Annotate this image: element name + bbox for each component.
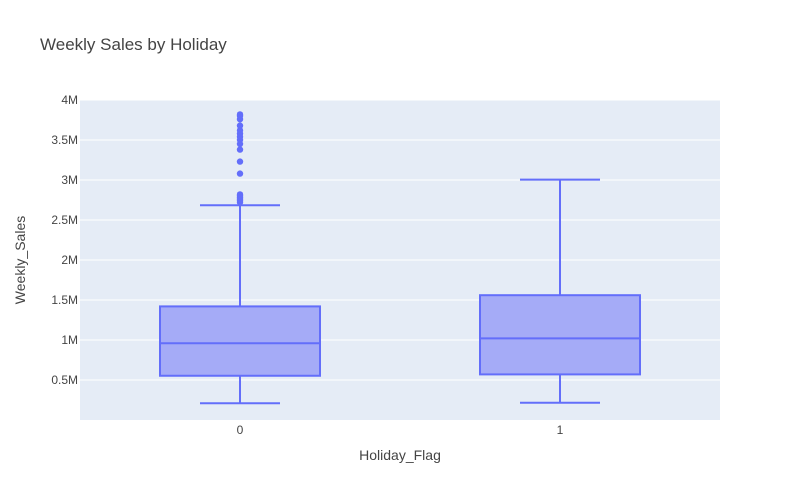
outlier-point — [236, 111, 244, 118]
y-tick-label: 1M — [61, 333, 78, 347]
box-0 — [159, 111, 321, 405]
y-axis-title: Weekly_Sales — [12, 216, 28, 304]
outlier-point — [236, 191, 244, 198]
x-tick-label: 1 — [557, 423, 564, 437]
outlier-point — [236, 127, 244, 134]
x-tick-label: 0 — [237, 423, 244, 437]
x-axis-title: Holiday_Flag — [359, 447, 441, 463]
outlier-point — [236, 170, 244, 177]
y-axis-ticks: 0.5M 1M 1.5M 2M 2.5M 3M 3.5M 4M — [51, 93, 78, 387]
chart-title: Weekly Sales by Holiday — [40, 35, 227, 54]
iqr-box — [159, 305, 321, 377]
y-tick-label: 1.5M — [51, 293, 78, 307]
outlier-point — [236, 158, 244, 165]
y-tick-label: 2.5M — [51, 213, 78, 227]
y-tick-label: 3.5M — [51, 133, 78, 147]
y-tick-label: 0.5M — [51, 373, 78, 387]
outlier-point — [236, 122, 244, 129]
box-1 — [479, 178, 641, 404]
box-series — [159, 111, 641, 405]
iqr-box — [479, 294, 641, 376]
y-tick-label: 4M — [61, 93, 78, 107]
y-tick-label: 3M — [61, 173, 78, 187]
outlier-point — [236, 146, 244, 153]
y-tick-label: 2M — [61, 253, 78, 267]
